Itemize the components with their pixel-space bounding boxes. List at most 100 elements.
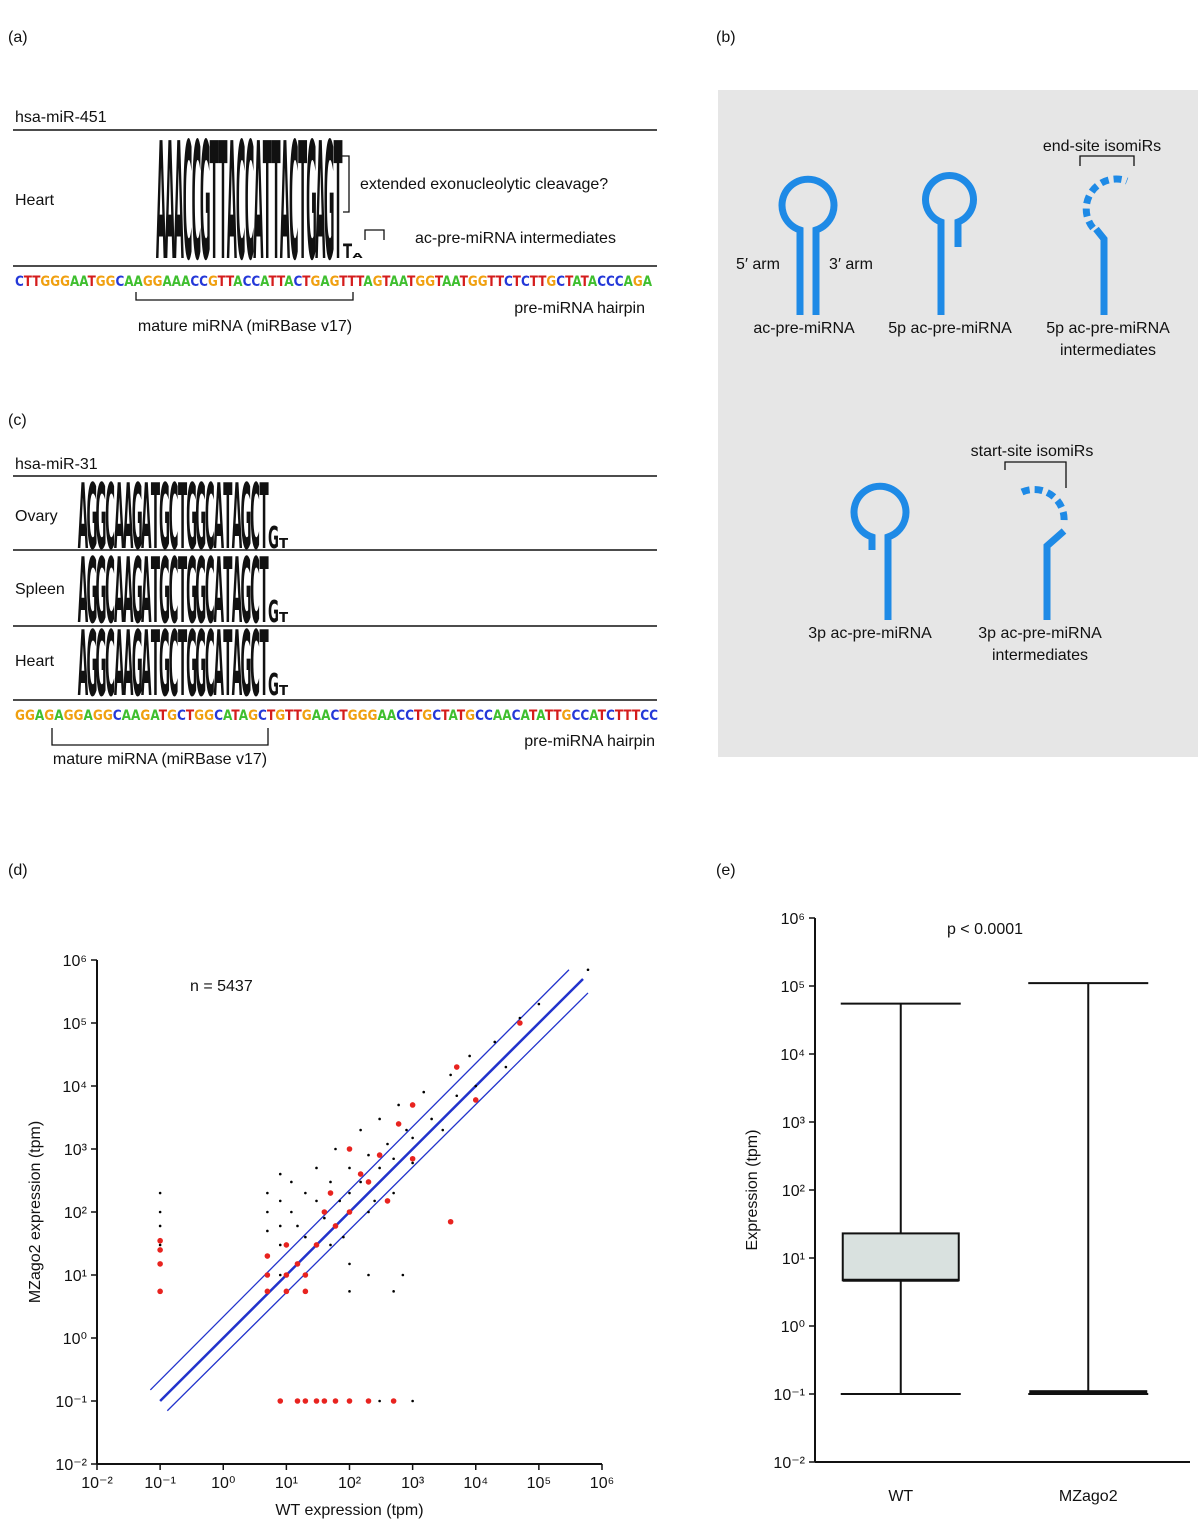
data-point bbox=[302, 1288, 309, 1295]
data-point bbox=[493, 1040, 497, 1044]
hairpin bbox=[922, 172, 977, 315]
nucleotide: A bbox=[502, 708, 512, 724]
logo-letter: T bbox=[272, 110, 281, 297]
nucleotide: C bbox=[330, 708, 339, 724]
logo-letter: G bbox=[159, 465, 170, 570]
data-point bbox=[401, 1273, 405, 1277]
nucleotide: C bbox=[243, 274, 252, 290]
brackets bbox=[51, 155, 1135, 746]
data-point bbox=[409, 1102, 416, 1108]
nucleotide: T bbox=[382, 274, 391, 290]
logo-letter: A bbox=[232, 539, 242, 644]
logo-letter: T bbox=[298, 110, 307, 297]
data-point bbox=[411, 1399, 414, 1403]
logo-letter: G bbox=[195, 612, 206, 717]
data-point bbox=[313, 1398, 320, 1404]
nucleotide: T bbox=[598, 708, 607, 724]
data-point bbox=[329, 1243, 332, 1247]
logo-letter: C bbox=[250, 465, 260, 570]
nucleotide: T bbox=[356, 274, 365, 290]
tissue-label: Ovary bbox=[15, 508, 58, 525]
data-point bbox=[586, 968, 590, 972]
data-point bbox=[266, 1191, 269, 1195]
data-point bbox=[472, 1097, 479, 1103]
nucleotide: A bbox=[442, 274, 451, 290]
data-point bbox=[338, 1199, 342, 1203]
logo-letter: A bbox=[114, 539, 124, 644]
hairpin bbox=[1020, 485, 1068, 523]
logo-letter: A bbox=[141, 612, 151, 717]
logo-letter: G bbox=[186, 612, 197, 717]
logo-letter: A bbox=[352, 252, 363, 260]
data-point bbox=[392, 1157, 395, 1161]
nucleotide: C bbox=[15, 274, 24, 290]
panel-b-background bbox=[718, 90, 1198, 757]
y-tick-label: 10¹ bbox=[64, 1268, 87, 1285]
nucleotide: G bbox=[106, 274, 116, 290]
tissue-label: Heart bbox=[15, 192, 55, 209]
mature-bracket-a bbox=[135, 292, 354, 301]
y-tick-label: 10⁻² bbox=[773, 1455, 805, 1472]
y-tick-label: 10⁵ bbox=[63, 1016, 87, 1033]
nucleotide: A bbox=[181, 274, 190, 290]
hairpin-label: pre-miRNA hairpin bbox=[524, 733, 655, 750]
nucleotide: G bbox=[50, 274, 60, 290]
nucleotide: G bbox=[74, 708, 84, 724]
logo-letter: G bbox=[96, 612, 107, 717]
data-point bbox=[283, 1242, 290, 1248]
bracket-label: end-site isomiRs bbox=[1043, 138, 1161, 155]
data-point bbox=[323, 1216, 326, 1220]
nucleotide: T bbox=[457, 708, 466, 724]
logo-letter: C bbox=[169, 612, 179, 717]
data-point bbox=[304, 1191, 307, 1195]
logo-letter: G bbox=[132, 612, 143, 717]
nucleotide: T bbox=[553, 708, 562, 724]
nucleotide: A bbox=[536, 708, 546, 724]
annotation: extended exonucleolytic cleavage? bbox=[360, 176, 608, 193]
data-point bbox=[278, 1224, 282, 1228]
structure-label: 5p ac-pre-miRNA bbox=[888, 320, 1012, 337]
logo-letter: G bbox=[186, 465, 197, 570]
nucleotide: T bbox=[24, 274, 33, 290]
nucleotide: T bbox=[487, 274, 496, 290]
nucleotide: A bbox=[233, 274, 242, 290]
logo-letter: G bbox=[186, 539, 197, 644]
x-tick-label: 10³ bbox=[401, 1475, 425, 1492]
logo-letter: T bbox=[279, 683, 289, 699]
logo-letter: G bbox=[306, 110, 317, 297]
data-point bbox=[283, 1272, 290, 1278]
data-point bbox=[157, 1247, 163, 1253]
data-point bbox=[264, 1288, 271, 1295]
nucleotide: T bbox=[88, 274, 97, 290]
logo-letter: T bbox=[279, 610, 289, 626]
nucleotide: C bbox=[432, 708, 441, 724]
nucleotide: G bbox=[204, 708, 214, 724]
logo-letter: C bbox=[250, 539, 260, 644]
nucleotide: G bbox=[64, 708, 74, 724]
logo-letter: T bbox=[334, 110, 343, 297]
nucleotide: A bbox=[260, 274, 269, 290]
logo-letter: G bbox=[132, 539, 143, 644]
nucleotide: T bbox=[267, 708, 276, 724]
data-point bbox=[296, 1224, 299, 1228]
data-point bbox=[386, 1142, 389, 1146]
nucleotide: C bbox=[484, 708, 493, 724]
nucleotide: A bbox=[320, 274, 329, 290]
nucleotide: T bbox=[302, 274, 311, 290]
logo-letter: G bbox=[195, 465, 206, 570]
nucleotide: T bbox=[348, 274, 357, 290]
nucleotide: T bbox=[159, 708, 168, 724]
logo-title: hsa-miR-451 bbox=[15, 109, 107, 126]
logo-letter: A bbox=[227, 110, 237, 297]
nucleotide: A bbox=[284, 274, 293, 290]
logo-letter: A bbox=[78, 465, 88, 570]
nucleotide: T bbox=[632, 708, 641, 724]
nucleotide: C bbox=[649, 708, 658, 724]
mature-label: mature miRNA (miRBase v17) bbox=[138, 318, 352, 335]
logo-letter: A bbox=[78, 612, 88, 717]
nucleotide: T bbox=[218, 274, 227, 290]
logo-letter: G bbox=[200, 110, 211, 297]
nucleotide: T bbox=[339, 274, 348, 290]
logo-letter: G bbox=[96, 465, 107, 570]
y-tick-label: 10⁻² bbox=[55, 1457, 87, 1474]
